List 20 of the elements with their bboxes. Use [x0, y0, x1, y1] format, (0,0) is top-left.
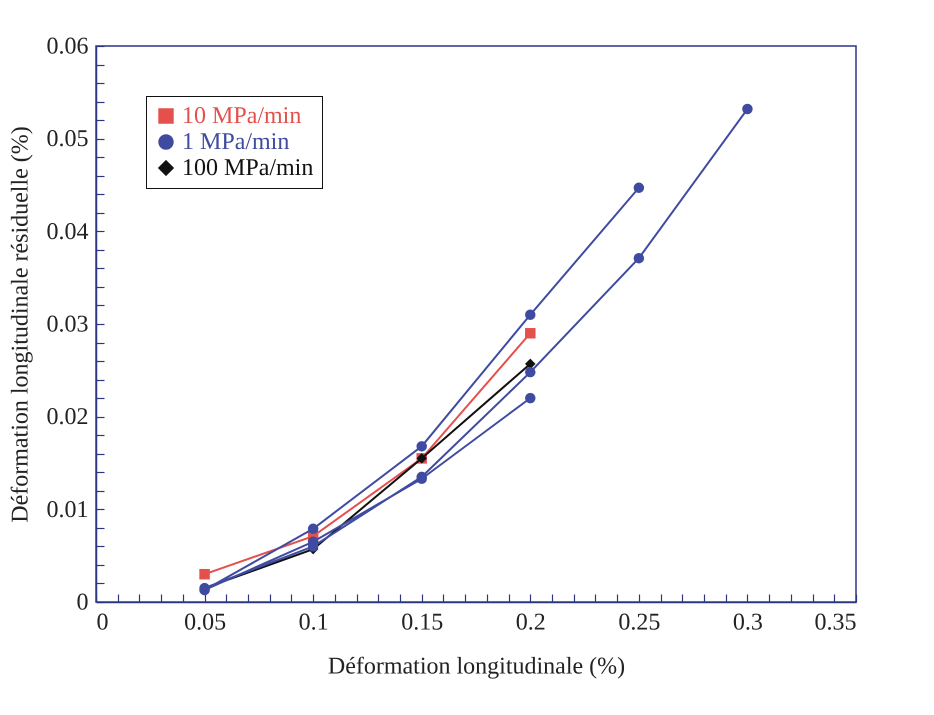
x-tick-label: 0.1: [298, 610, 329, 636]
x-axis-title: Déformation longitudinale (%): [328, 654, 626, 680]
y-axis-title: Déformation longitudinale résiduelle (%): [8, 126, 34, 523]
x-tick-label: 0: [96, 610, 108, 636]
y-tick-label: 0.05: [46, 126, 88, 152]
x-tick-label: 0.25: [618, 610, 660, 636]
x-tick-label: 0.35: [814, 610, 856, 636]
legend-label: 1 MPa/min: [182, 129, 290, 155]
x-tick-label: 0.3: [732, 610, 763, 636]
y-tick-label: 0: [76, 590, 88, 616]
y-tick-label: 0.02: [46, 404, 88, 430]
x-tick-label: 0.05: [184, 610, 226, 636]
x-tick-label: 0.2: [516, 610, 546, 636]
y-tick-label: 0.06: [46, 34, 88, 60]
y-tick-label: 0.03: [46, 312, 88, 338]
y-tick-label: 0.01: [46, 496, 88, 523]
x-tick-label: 0.15: [401, 610, 444, 636]
y-tick-label: 0.04: [46, 218, 88, 245]
legend-label: 100 MPa/min: [182, 155, 314, 181]
legend-label: 10 MPa/min: [182, 103, 302, 129]
